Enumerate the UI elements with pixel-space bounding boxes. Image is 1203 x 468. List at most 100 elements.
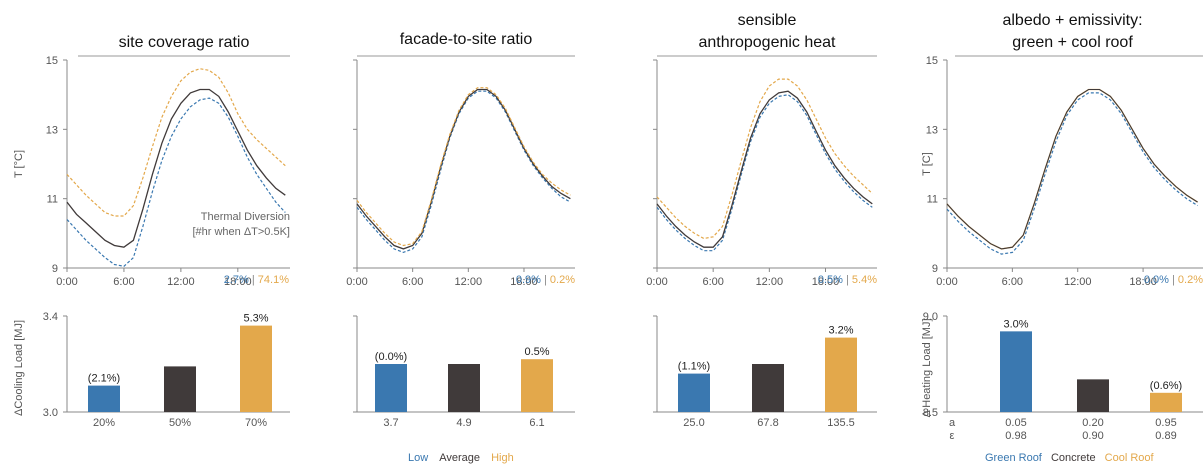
x-tick-label: 12:00 xyxy=(167,276,195,288)
y-tick-label: 11 xyxy=(47,194,58,206)
x-tick-label: 4.9 xyxy=(456,417,471,429)
y-axis-label: T [C] xyxy=(921,152,933,176)
bar xyxy=(375,364,407,412)
x-tick-label: 20% xyxy=(93,417,115,429)
series-line-low xyxy=(656,94,873,252)
series-line-high xyxy=(66,68,286,217)
bar xyxy=(88,385,120,412)
x-tick-label: 6:00 xyxy=(113,276,134,288)
chart-title: sensible xyxy=(738,12,797,29)
bar xyxy=(521,359,553,412)
y-tick-label: 13 xyxy=(926,124,938,136)
thermal-diversion-values: 0.9% | 0.2% xyxy=(516,274,575,286)
chart-title: albedo + emissivity: xyxy=(1002,12,1142,29)
y-axis-label: Δ Heating Load [MJ] xyxy=(921,318,933,417)
y-tick-label: 15 xyxy=(926,55,938,67)
y-tick-label: 3.4 xyxy=(43,311,58,323)
x-tick-label: 0:00 xyxy=(346,276,367,288)
row-label-albedo: a xyxy=(949,417,956,429)
x-tick-label: 6:00 xyxy=(1002,276,1023,288)
x-tick-label: 70% xyxy=(245,417,267,429)
bar-data-label: 3.0% xyxy=(1003,318,1028,330)
bar-data-label: 5.3% xyxy=(243,313,268,325)
x-tick-label: 0.20 xyxy=(1082,417,1103,429)
x-tick-label: 50% xyxy=(169,417,191,429)
legend-green-roof: Green Roof xyxy=(985,452,1042,464)
series-line-low xyxy=(356,90,571,254)
x-tick-label: 12:00 xyxy=(756,276,784,288)
x-tick-label: 3.7 xyxy=(383,417,398,429)
x-tick-label: 12:00 xyxy=(455,276,483,288)
x-tick-label: 67.8 xyxy=(757,417,778,429)
thermal-diversion-subtitle: [#hr when ΔT>0.5K] xyxy=(192,226,290,238)
y-axis-label: ΔCooling Load [MJ] xyxy=(13,320,25,416)
y-tick-label: 9.0 xyxy=(923,311,938,323)
y-tick-label: 9 xyxy=(52,263,58,275)
series-line-high xyxy=(356,87,571,247)
x-tick-label: 18:00 xyxy=(224,276,252,288)
series-line-average xyxy=(656,90,873,248)
series-line-cool-roof xyxy=(946,88,1198,250)
bar-data-label: (0.0%) xyxy=(375,351,407,363)
x-tick-label-2: 0.90 xyxy=(1082,430,1103,442)
x-tick-label-2: 0.89 xyxy=(1155,430,1176,442)
y-tick-label: 9 xyxy=(932,263,938,275)
bar-data-label: (0.6%) xyxy=(1150,380,1182,392)
legend-high: High xyxy=(491,452,514,464)
bar xyxy=(1150,392,1182,412)
bar xyxy=(164,366,196,412)
bar xyxy=(1000,331,1032,412)
series-line-average xyxy=(66,88,286,248)
bar-data-label: (2.1%) xyxy=(88,373,120,385)
bar-data-label: 0.5% xyxy=(524,346,549,358)
y-tick-label: 11 xyxy=(927,194,938,206)
legend-low: Low xyxy=(408,452,429,464)
x-tick-label: 0:00 xyxy=(56,276,77,288)
bar-data-label: 3.2% xyxy=(828,325,853,337)
bar xyxy=(678,373,710,412)
series-line-average xyxy=(356,88,571,250)
legend-low-average-high: Low Average High xyxy=(408,452,514,464)
chart-title: facade-to-site ratio xyxy=(400,31,533,48)
bar-data-label: (1.1%) xyxy=(678,361,710,373)
legend-concrete: Concrete xyxy=(1050,452,1096,464)
row-label-emissivity: ε xyxy=(950,430,955,442)
x-tick-label: 0.95 xyxy=(1155,417,1176,429)
x-tick-label: 18:00 xyxy=(510,276,538,288)
x-tick-label: 6:00 xyxy=(702,276,723,288)
series-line-high xyxy=(656,78,873,240)
x-tick-label: 0:00 xyxy=(936,276,957,288)
bar xyxy=(752,364,784,412)
bar xyxy=(1077,379,1109,412)
series-line-low xyxy=(66,97,286,267)
y-tick-label: 8.5 xyxy=(923,407,938,419)
x-tick-label: 25.0 xyxy=(683,417,704,429)
legend-average: Average xyxy=(439,452,481,464)
thermal-diversion-values: 2.7% | 74.1% xyxy=(224,274,289,286)
x-tick-label: 12:00 xyxy=(1064,276,1092,288)
y-axis-label: T [°C] xyxy=(13,150,25,178)
x-tick-label-2: 0.98 xyxy=(1005,430,1026,442)
y-tick-label: 15 xyxy=(46,55,58,67)
y-tick-label: 13 xyxy=(46,124,58,136)
series-line-green-roof xyxy=(946,92,1198,255)
bar xyxy=(825,337,857,412)
legend-cool-roof: Cool Roof xyxy=(1104,452,1154,464)
y-tick-label: 3.0 xyxy=(43,407,58,419)
thermal-diversion-title: Thermal Diversion xyxy=(201,211,290,223)
bar xyxy=(240,325,272,412)
x-tick-label: 0:00 xyxy=(646,276,667,288)
chart-title: green + cool roof xyxy=(1012,34,1133,51)
x-tick-label: 6:00 xyxy=(402,276,423,288)
chart-title: anthropogenic heat xyxy=(699,34,837,51)
thermal-diversion-values: 0.5% | 5.4% xyxy=(818,274,877,286)
bar xyxy=(448,364,480,412)
x-tick-label: 18:00 xyxy=(812,276,840,288)
x-tick-label: 6.1 xyxy=(529,417,544,429)
legend-roof-types: Green Roof Concrete Cool Roof xyxy=(985,452,1154,464)
x-tick-label: 18:00 xyxy=(1129,276,1157,288)
chart-title: site coverage ratio xyxy=(119,34,250,51)
x-tick-label: 0.05 xyxy=(1005,417,1026,429)
x-tick-label: 135.5 xyxy=(827,417,855,429)
